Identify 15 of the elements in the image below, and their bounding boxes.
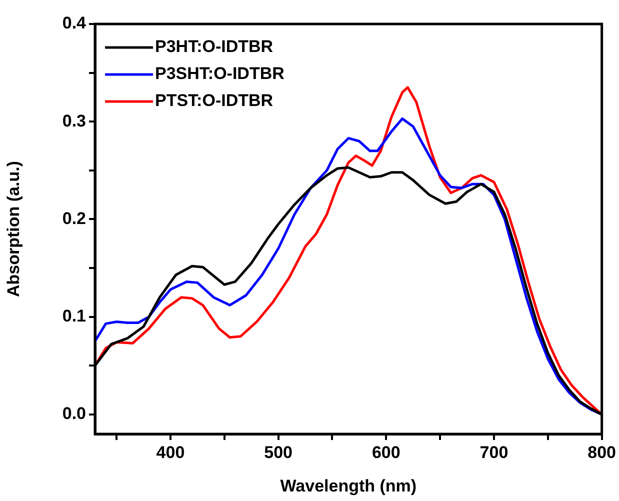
x-tick-label: 800 (588, 442, 616, 462)
y-axis-title: Absorption (a.u.) (4, 161, 23, 297)
y-tick-label: 0.3 (62, 111, 86, 130)
legend-label: PTST:O-IDTBR (155, 91, 274, 110)
legend-label: P3SHT:O-IDTBR (155, 64, 284, 84)
legend-label: P3HT:O-IDTBR (155, 37, 274, 56)
x-tick-label: 400 (156, 442, 185, 462)
x-tick-label: 700 (480, 442, 508, 462)
y-tick-label: 0.2 (62, 208, 86, 228)
x-tick-label: 500 (264, 442, 293, 462)
y-tick-label: 0.4 (62, 14, 87, 33)
x-tick-label: 600 (372, 442, 400, 462)
y-tick-label: 0.0 (62, 404, 86, 424)
y-tick-label: 0.1 (62, 306, 86, 326)
x-axis-title: Wavelength (nm) (280, 476, 417, 496)
